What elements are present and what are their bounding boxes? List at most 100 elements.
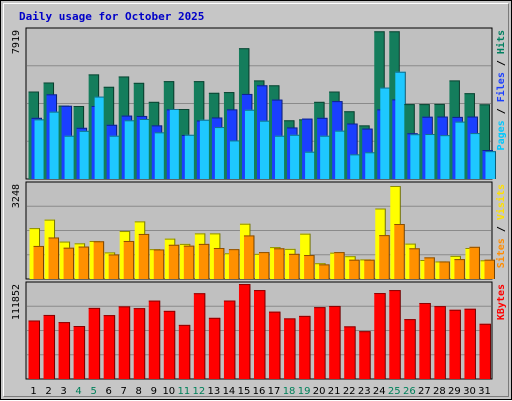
axis-max-label: 7919 [11,30,22,54]
bar-sites-day-15 [243,235,255,279]
bar-sites-day-19 [304,255,315,279]
bar-fill [302,118,313,179]
bar-fill [103,315,115,379]
bar-fill [365,152,376,179]
bar-fill [109,135,120,179]
bar-sites-day-20 [319,264,330,279]
bar-sites-day-26 [409,248,420,279]
bar-fill [299,315,311,379]
bar-kbytes-day-14 [223,300,236,379]
bar-fill [479,104,490,179]
bar-kbytes-day-21 [329,305,341,379]
bar-kbytes-day-30 [464,308,476,379]
day-label: 2 [45,386,51,397]
bar-fill [334,252,345,279]
bar-fill [138,233,149,279]
bar-fill [213,247,224,279]
bar-pages-day-8 [139,118,151,179]
day-label: 18 [283,386,296,397]
bar-sites-day-6 [108,254,120,279]
legend-kbytes: KBytes [496,284,507,320]
bar-pages-day-17 [275,135,286,179]
bar-fill [425,134,436,179]
bar-kbytes-day-8 [133,308,146,379]
bar-fill [184,134,195,179]
bar-fill [58,322,70,379]
bar-kbytes-day-4 [73,326,86,379]
bar-fill [464,308,476,379]
bar-fill [63,247,74,279]
bar-fill [484,259,495,279]
bar-sites-day-28 [439,261,450,279]
bar-fill [275,135,286,179]
day-label: 16 [253,386,266,397]
bar-kbytes-day-27 [419,302,431,379]
bar-fill [33,245,44,279]
bar-sites-day-4 [78,246,90,279]
day-label: 29 [448,386,461,397]
bar-fill [259,252,269,279]
bar-fill [124,120,135,179]
bar-fill [380,87,391,179]
bar-fill [269,311,281,379]
bar-fill [208,317,220,379]
day-label: 3 [60,386,66,397]
bar-fill [73,326,85,379]
bar-fill [440,135,451,179]
bar-fill [319,264,330,279]
bar-fill [214,127,225,179]
day-label: 7 [121,386,127,397]
day-label: 6 [105,386,111,397]
bar-pages-day-15 [244,109,256,179]
bar-pages-day-27 [425,134,436,179]
bar-fill [424,257,435,279]
day-label: 15 [238,386,251,397]
bar-fill [78,246,89,279]
bar-fill [374,293,386,379]
bar-pages-day-1 [34,119,46,179]
bar-fill [374,31,385,180]
bar-fill [243,235,254,279]
bar-sites-day-5 [93,241,105,279]
bar-fill [479,323,491,379]
bar-fill [434,306,446,379]
bar-fill [347,123,358,179]
bar-kbytes-day-29 [449,309,461,379]
bar-pages-day-30 [470,133,481,179]
bar-fill [94,96,105,179]
bar-fill [410,134,421,179]
bar-fill [389,290,401,379]
day-label: 24 [373,386,386,397]
legend-part: Files [495,72,507,102]
bar-pages-day-18 [290,134,301,179]
bar-fill [48,237,59,279]
bar-sites-day-25 [394,224,405,279]
bar-kbytes-day-24 [374,293,386,379]
bar-kbytes-day-7 [118,306,131,379]
day-label: 31 [478,386,491,397]
bar-sites-day-14 [228,249,240,279]
bar-sites-day-23 [364,259,375,279]
bar-kbytes-day-18 [284,318,296,379]
bar-sites-day-8 [138,233,150,279]
day-label: 23 [358,386,371,397]
bar-fill [260,120,270,179]
bar-pages-day-26 [410,134,421,179]
day-label: 17 [268,386,281,397]
day-label: 11 [177,386,190,397]
bar-pages-day-24 [380,87,391,179]
axis-max-label: 3248 [11,184,22,208]
bar-fill [320,135,331,179]
day-label: 19 [298,386,311,397]
bar-fill [28,320,40,379]
bar-pages-day-21 [335,130,346,179]
bar-fill [344,326,356,379]
bar-fill [34,119,45,179]
day-label: 22 [343,386,356,397]
bar-fill [64,135,75,179]
day-label: 28 [433,386,446,397]
day-label: 10 [162,386,175,397]
bar-fill [169,109,180,179]
bar-pages-day-11 [184,134,196,179]
